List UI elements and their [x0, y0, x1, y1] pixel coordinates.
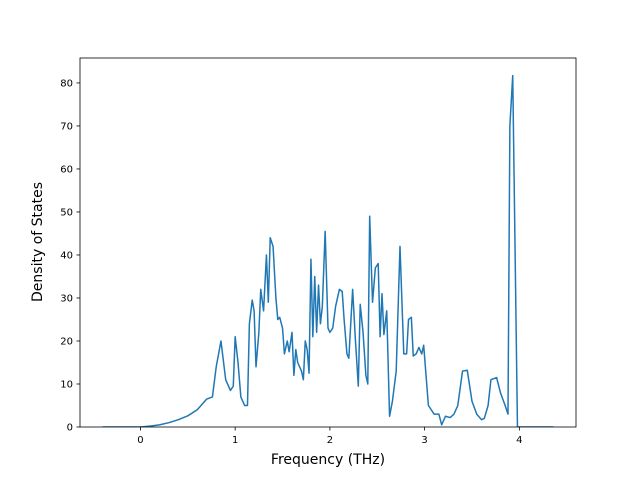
data-line: [102, 74, 554, 427]
y-tick-label: 10: [60, 379, 73, 390]
y-tick-label: 70: [60, 121, 73, 132]
y-tick-label: 60: [60, 164, 73, 175]
x-axis-label: Frequency (THz): [271, 452, 385, 468]
x-tick-label: 4: [516, 435, 522, 446]
y-tick-label: 40: [60, 250, 73, 261]
x-tick-label: 3: [421, 435, 427, 446]
x-tick-label: 1: [232, 435, 238, 446]
y-tick-label: 80: [60, 78, 73, 89]
y-axis-label: Density of States: [30, 182, 46, 302]
y-tick-label: 20: [60, 336, 73, 347]
x-tick-label: 2: [327, 435, 333, 446]
plot-frame: [79, 57, 577, 428]
y-tick-label: 0: [67, 423, 73, 434]
x-tick-label: 0: [137, 435, 143, 446]
y-tick-label: 50: [60, 207, 73, 218]
y-tick-label: 30: [60, 293, 73, 304]
